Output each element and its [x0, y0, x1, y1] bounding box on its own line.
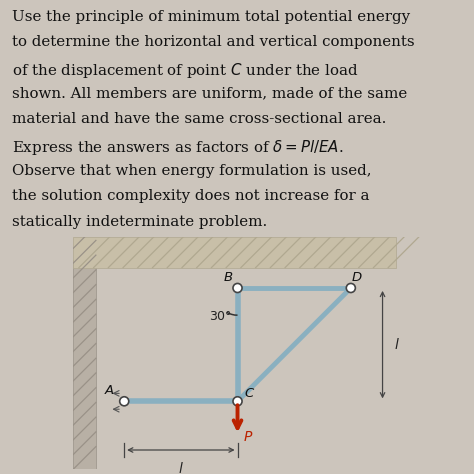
Text: $C$: $C$: [244, 387, 255, 400]
Text: $l$: $l$: [178, 461, 184, 474]
Text: Observe that when energy formulation is used,: Observe that when energy formulation is …: [12, 164, 371, 178]
Text: $A$: $A$: [104, 384, 115, 398]
Bar: [73, 260, 96, 469]
Text: shown. All members are uniform, made of the same: shown. All members are uniform, made of …: [12, 87, 407, 101]
Text: $P$: $P$: [243, 430, 254, 444]
Text: $l$: $l$: [394, 337, 400, 352]
Circle shape: [233, 397, 242, 406]
Text: $D$: $D$: [351, 271, 363, 284]
Text: Use the principle of minimum total potential energy: Use the principle of minimum total poten…: [12, 10, 410, 24]
Text: of the displacement of point $C$ under the load: of the displacement of point $C$ under t…: [12, 61, 358, 80]
Circle shape: [120, 397, 129, 406]
Text: material and have the same cross-sectional area.: material and have the same cross-section…: [12, 112, 386, 127]
Text: the solution complexity does not increase for a: the solution complexity does not increas…: [12, 189, 369, 203]
Text: to determine the horizontal and vertical components: to determine the horizontal and vertical…: [12, 36, 414, 49]
Bar: [73, 237, 396, 268]
Text: $30°$: $30°$: [209, 310, 232, 323]
Text: statically indeterminate problem.: statically indeterminate problem.: [12, 215, 267, 229]
Text: $B$: $B$: [223, 271, 233, 284]
Circle shape: [233, 283, 242, 292]
Circle shape: [346, 283, 356, 292]
Text: Express the answers as factors of $\delta = Pl/EA$.: Express the answers as factors of $\delt…: [12, 138, 343, 157]
